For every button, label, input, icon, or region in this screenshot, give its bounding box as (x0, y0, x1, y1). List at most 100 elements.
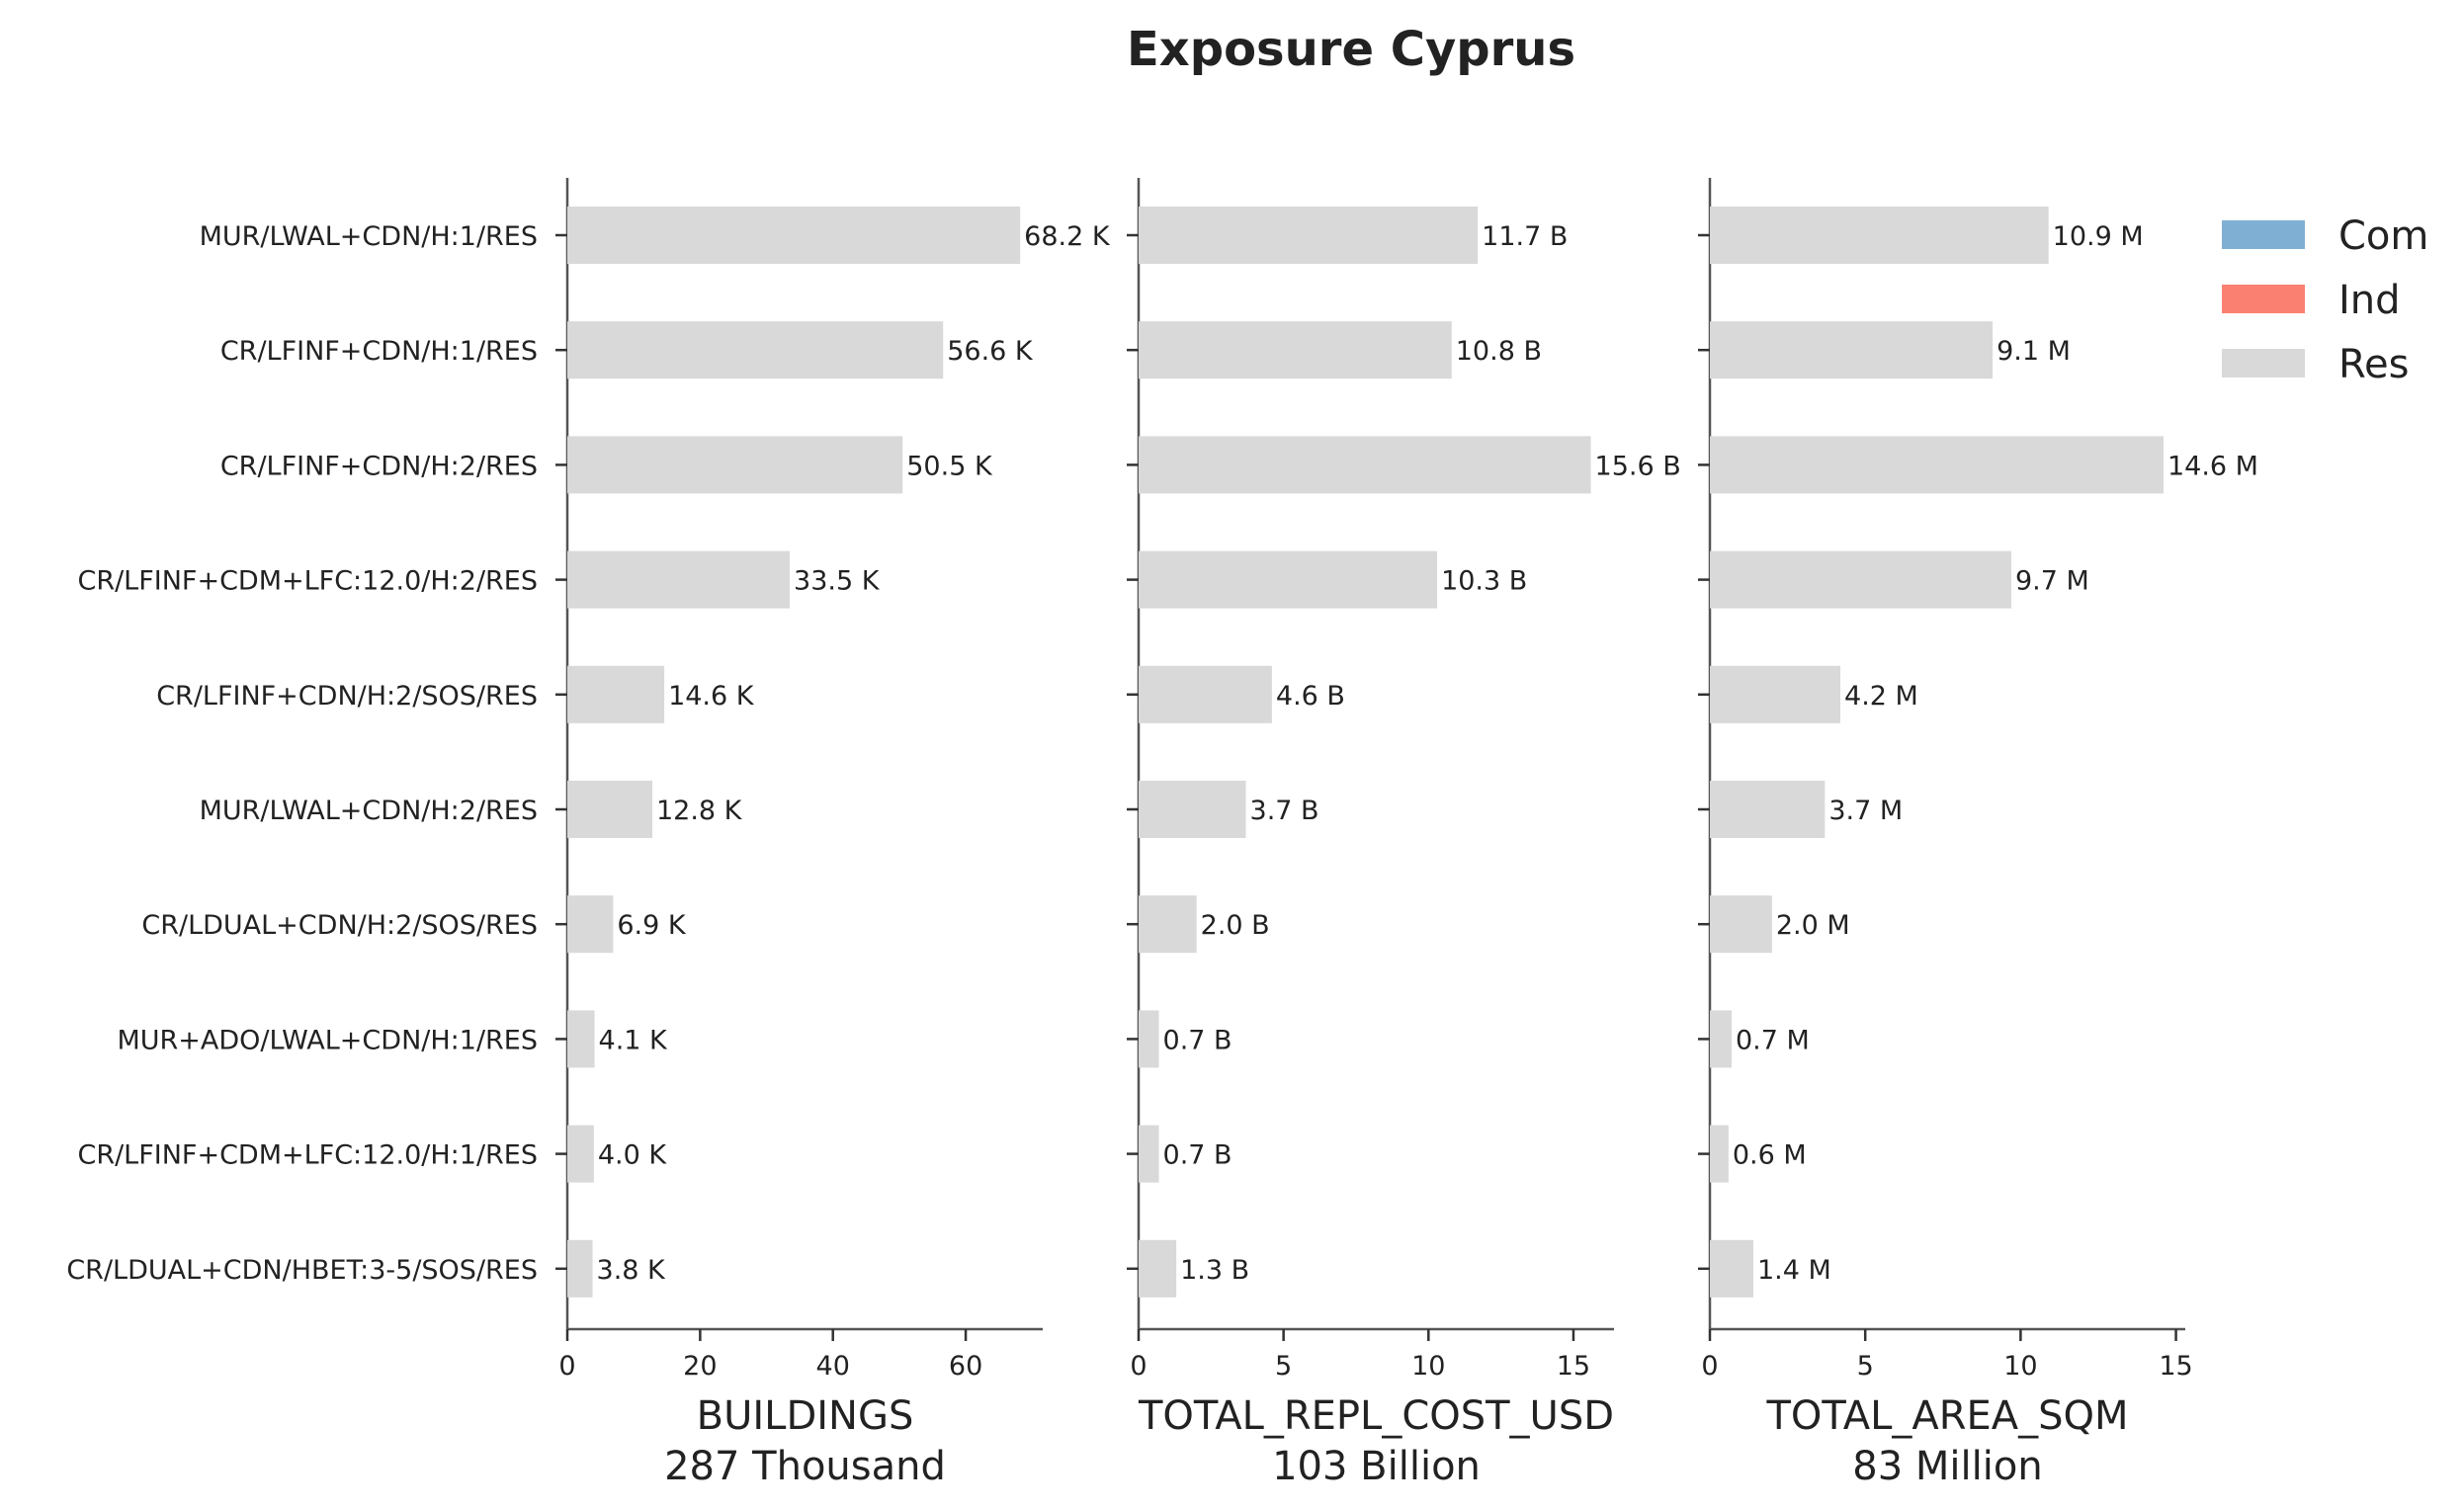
x-axis-title: TOTAL_AREA_SQM (1765, 1393, 2128, 1439)
x-axis-subtitle: 103 Billion (1272, 1444, 1481, 1489)
bar (1710, 895, 1772, 954)
bar-value-label: 14.6 M (2167, 451, 2258, 481)
bar-value-label: 0.7 B (1163, 1025, 1232, 1055)
bar (1139, 665, 1272, 723)
bar (1139, 321, 1452, 379)
bar-value-label: 1.4 M (1757, 1255, 1831, 1286)
category-label: CR/LDUAL+CDN/HBET:3-5/SOS/RES (66, 1255, 538, 1286)
bar-value-label: 1.3 B (1180, 1255, 1249, 1286)
bar (567, 321, 944, 379)
chart-title: Exposure Cyprus (1127, 22, 1575, 77)
x-axis-title: BUILDINGS (697, 1393, 914, 1439)
bar (1710, 321, 1994, 379)
bar (1710, 665, 1841, 723)
bar-value-label: 11.7 B (1482, 221, 1568, 252)
bar (567, 550, 791, 609)
legend-swatch (2222, 349, 2305, 378)
bar (1139, 895, 1197, 954)
category-label: CR/LFINF+CDM+LFC:12.0/H:1/RES (77, 1140, 538, 1171)
bar-value-label: 4.2 M (1844, 681, 1918, 712)
bar-value-label: 0.7 M (1736, 1025, 1810, 1055)
category-label: MUR/LWAL+CDN/H:2/RES (200, 796, 538, 826)
bar (567, 1125, 594, 1183)
legend: Com Ind Res (2222, 213, 2428, 387)
bar-value-label: 9.1 M (1997, 336, 2071, 367)
legend-item-res: Res (2222, 342, 2409, 387)
x-tick-label: 15 (2159, 1351, 2192, 1382)
bar (567, 1239, 593, 1298)
bar-value-label: 4.6 B (1276, 681, 1345, 712)
bar-value-label: 4.1 K (599, 1025, 669, 1055)
bar (1139, 1125, 1159, 1183)
bar (1710, 207, 2049, 264)
category-label: MUR/LWAL+CDN/H:1/RES (200, 221, 538, 252)
bar (1710, 550, 2011, 609)
bar (1710, 436, 2164, 494)
bar (1139, 207, 1479, 264)
x-tick-label: 60 (949, 1351, 982, 1382)
bar (567, 436, 903, 494)
bar-value-label: 10.9 M (2053, 221, 2144, 252)
legend-swatch (2222, 220, 2305, 249)
bar (567, 781, 652, 838)
category-label: CR/LFINF+CDM+LFC:12.0/H:2/RES (77, 566, 538, 597)
x-tick-label: 0 (1130, 1351, 1147, 1382)
legend-label: Com (2338, 213, 2428, 259)
x-tick-label: 40 (816, 1351, 850, 1382)
bar-value-label: 9.7 M (2015, 566, 2089, 597)
panel-1: 68.2 K 56.6 K 50.5 K 33.5 K 14.6 K 12.8 K 6.9 … (555, 178, 1111, 1489)
category-label: MUR+ADO/LWAL+CDN/H:1/RES (117, 1025, 538, 1055)
x-tick-label: 20 (683, 1351, 717, 1382)
panels: MUR/LWAL+CDN/H:1/RES CR/LFINF+CDN/H:1/RES… (66, 178, 2258, 1489)
bar (1139, 436, 1591, 494)
x-axis-subtitle: 83 Million (1852, 1444, 2042, 1489)
x-axis-title: TOTAL_REPL_COST_USD (1138, 1393, 1614, 1439)
bar-value-label: 3.7 M (1828, 796, 1903, 826)
bar-value-label: 15.6 B (1595, 451, 1681, 481)
category-label: CR/LDUAL+CDN/H:2/SOS/RES (141, 910, 538, 941)
x-tick-label: 5 (1275, 1351, 1292, 1382)
bar-value-label: 2.0 B (1201, 910, 1270, 941)
bar (1139, 1239, 1177, 1298)
category-label: CR/LFINF+CDN/H:2/RES (220, 451, 538, 481)
bar (1139, 1010, 1159, 1068)
bar (1710, 1010, 1733, 1068)
x-tick-label: 0 (1701, 1351, 1718, 1382)
legend-swatch (2222, 285, 2305, 313)
bar (567, 1010, 595, 1068)
bar (1710, 1125, 1729, 1183)
bar (1139, 550, 1438, 609)
bar-value-label: 2.0 M (1776, 910, 1850, 941)
bar-value-label: 10.8 B (1456, 336, 1542, 367)
bar-value-label: 0.6 M (1733, 1140, 1807, 1171)
legend-label: Ind (2338, 278, 2401, 323)
bar-value-label: 10.3 B (1441, 566, 1527, 597)
bar (1710, 1239, 1754, 1298)
bar (567, 895, 614, 954)
legend-label: Res (2338, 342, 2409, 387)
bar (1710, 781, 1826, 838)
bar-value-label: 56.6 K (947, 336, 1034, 367)
x-tick-label: 10 (2003, 1351, 2037, 1382)
bar-value-label: 33.5 K (794, 566, 881, 597)
bar-value-label: 12.8 K (656, 796, 743, 826)
bar (567, 665, 665, 723)
legend-item-com: Com (2222, 213, 2428, 259)
panel-3: 10.9 M 9.1 M 14.6 M 9.7 M 4.2 M 3.7 M 2.0 M 0.7… (1698, 178, 2258, 1489)
panel-2: 11.7 B 10.8 B 15.6 B 10.3 B 4.6 B 3.7 B 2.0 B 0… (1127, 178, 1681, 1489)
bar (1139, 781, 1246, 838)
legend-item-ind: Ind (2222, 278, 2401, 323)
category-label: CR/LFINF+CDN/H:1/RES (220, 336, 538, 367)
bar-value-label: 68.2 K (1024, 221, 1111, 252)
bar-value-label: 6.9 K (617, 910, 687, 941)
x-tick-label: 5 (1857, 1351, 1874, 1382)
bar-value-label: 3.7 B (1250, 796, 1319, 826)
x-axis-subtitle: 287 Thousand (664, 1444, 946, 1489)
bar-value-label: 14.6 K (668, 681, 755, 712)
bar (567, 207, 1021, 264)
x-tick-label: 0 (558, 1351, 575, 1382)
x-tick-label: 10 (1411, 1351, 1445, 1382)
category-label: CR/LFINF+CDN/H:2/SOS/RES (156, 681, 538, 712)
x-tick-label: 15 (1557, 1351, 1590, 1382)
